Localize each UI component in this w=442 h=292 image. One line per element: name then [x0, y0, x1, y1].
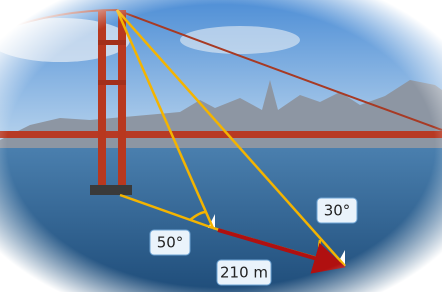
- angle-label: 30°: [317, 198, 357, 223]
- vignette: [0, 0, 442, 292]
- angle-text: 50°: [157, 234, 184, 252]
- scene: 50° 30° 210 m: [0, 0, 442, 292]
- distance-label: 210 m: [217, 260, 271, 285]
- angle-label: 50°: [150, 230, 190, 255]
- angle-text: 30°: [324, 202, 351, 220]
- distance-text: 210 m: [220, 264, 268, 282]
